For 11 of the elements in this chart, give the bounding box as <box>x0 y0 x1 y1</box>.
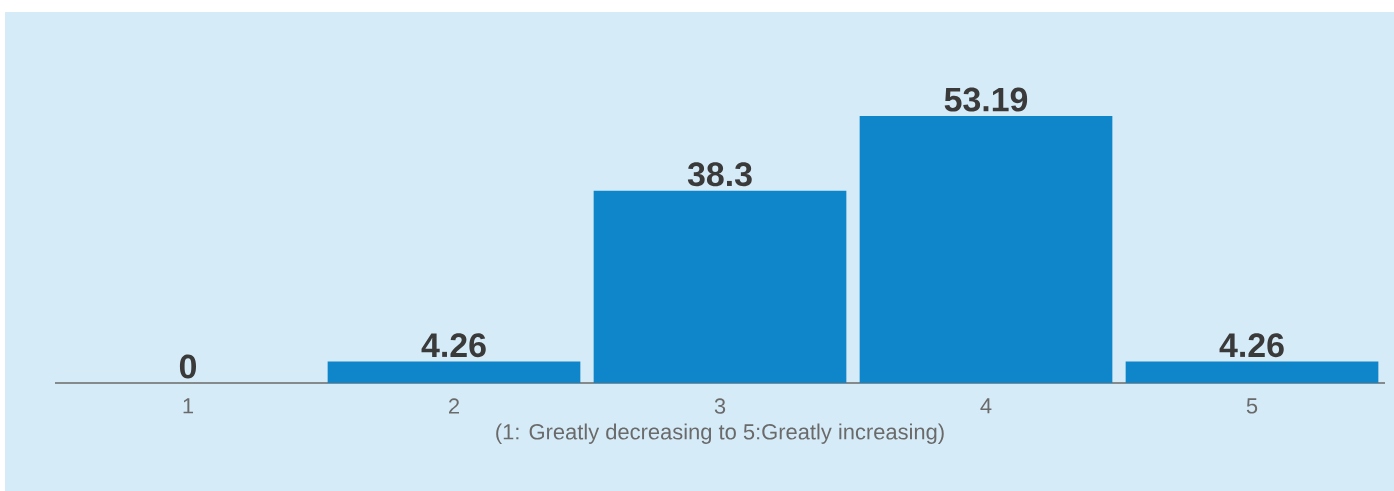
data-label: 0 <box>179 354 197 379</box>
data-label: 4.26 <box>1219 333 1284 358</box>
x-tick-label: 2 <box>449 398 459 414</box>
x-tick-label: 5 <box>1246 398 1258 414</box>
data-label: 53.19 <box>944 87 1028 112</box>
x-tick-label: 3 <box>714 398 726 414</box>
x-axis-title: (1: Greatly decreasing to 5:Greatly increasing) <box>496 423 944 444</box>
x-tick-label: 1 <box>183 398 194 414</box>
x-tick-label: 4 <box>980 398 992 414</box>
data-label: 38.3 <box>687 162 752 187</box>
data-label: 4.26 <box>421 333 486 358</box>
